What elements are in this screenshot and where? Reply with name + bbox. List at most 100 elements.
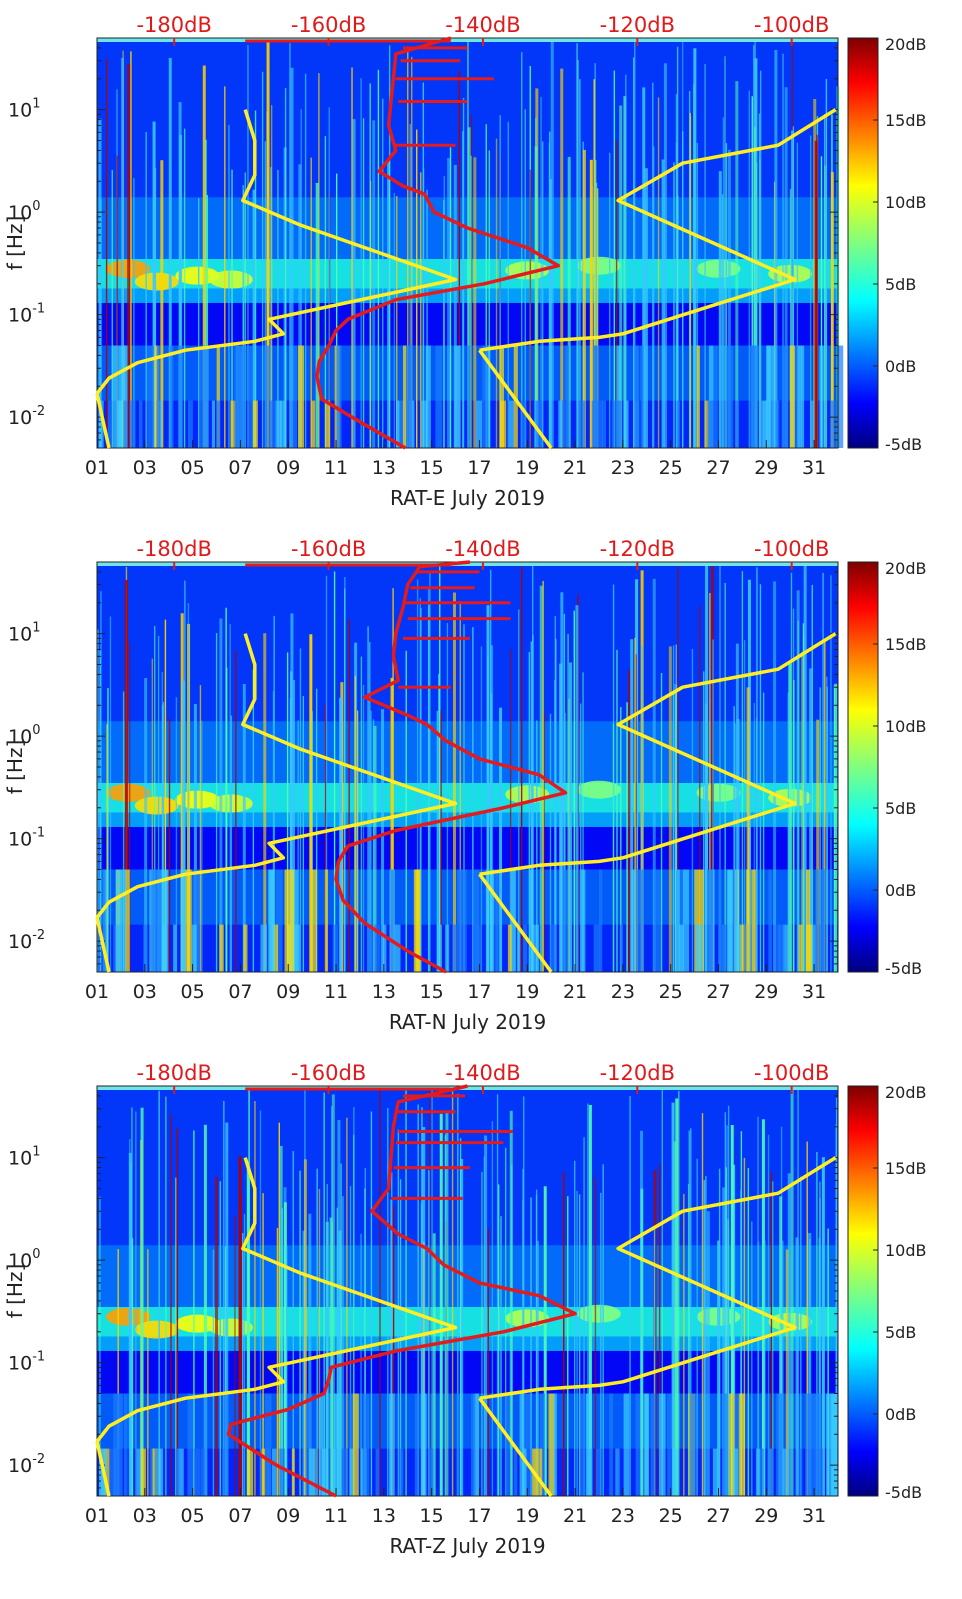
- spectrogram-streak: [816, 1151, 818, 1496]
- spectrogram-streak: [235, 650, 237, 972]
- spectrogram-block: [805, 1393, 810, 1496]
- spectrogram-block: [349, 1448, 354, 1496]
- spectrogram-streak: [462, 97, 465, 448]
- spectrogram-block: [789, 345, 795, 448]
- spectrogram-streak: [672, 645, 675, 972]
- spectrogram-hotspot: [208, 270, 253, 289]
- spectrogram-block: [390, 869, 394, 972]
- spectrogram-streak: [417, 1104, 419, 1496]
- spectrogram-streak: [725, 1167, 727, 1496]
- spectrogram-block: [522, 924, 528, 972]
- spectrogram-streak: [491, 1121, 494, 1496]
- spectrogram-streak: [443, 200, 445, 448]
- spectrogram-streak: [452, 592, 456, 972]
- spectrogram-streak: [431, 1086, 433, 1496]
- spectrogram-block: [672, 1448, 678, 1496]
- spectrogram-streak: [833, 685, 836, 972]
- spectrogram-block: [611, 400, 616, 448]
- spectrogram-streak: [362, 684, 365, 972]
- series-red-noise: [245, 36, 561, 450]
- spectrogram-streak: [790, 1086, 794, 1496]
- spectrogram-block: [616, 345, 621, 448]
- panel-1: 10-2 10-1 100 101 f [Hz] 01 03 05 07 09 11 13 15 17 19…: [3, 13, 927, 510]
- x-tick-label: 25: [659, 1505, 683, 1527]
- spectrogram-streak: [536, 720, 538, 972]
- spectrogram-block: [713, 345, 718, 448]
- spectrogram-streak: [379, 1086, 381, 1496]
- spectrogram-block: [767, 1448, 774, 1496]
- spectrogram-block: [136, 1448, 142, 1496]
- spectrogram-block: [311, 400, 316, 448]
- spectrogram-streak: [117, 1249, 119, 1496]
- spectrogram-streak: [701, 1113, 704, 1496]
- spectrogram-streak: [364, 1188, 366, 1496]
- spectrogram-block: [470, 1393, 476, 1496]
- spectrogram-streak: [693, 48, 697, 448]
- spectrogram-streak: [724, 582, 726, 972]
- spectrogram-hotspot: [175, 790, 220, 809]
- spectrogram-block: [243, 924, 248, 972]
- spectrogram-block: [123, 345, 128, 448]
- x-tick-label: 19: [515, 457, 539, 479]
- spectrogram-block: [261, 1448, 266, 1496]
- top-axis-tick-label: -180dB: [136, 537, 211, 561]
- x-tick-label: 31: [802, 1505, 826, 1527]
- spectrogram-streak: [500, 1216, 502, 1496]
- spectrogram-block: [266, 1448, 270, 1496]
- spectrogram-streak: [588, 1104, 592, 1496]
- spectrogram-block: [768, 869, 773, 972]
- spectrogram-streak: [423, 1242, 425, 1496]
- spectrogram-streak: [524, 109, 526, 449]
- spectrogram-block: [732, 1393, 739, 1496]
- spectrogram-streak: [439, 564, 441, 972]
- x-tick-label: 05: [181, 457, 205, 479]
- spectrogram-block: [558, 400, 563, 448]
- spectrogram-streak: [205, 139, 207, 448]
- spectrogram-streak: [579, 79, 581, 448]
- spectrogram-streak: [264, 141, 266, 448]
- spectrogram-streak: [627, 670, 631, 972]
- spectrogram-block: [609, 1393, 614, 1496]
- spectrogram-streak: [244, 172, 246, 448]
- spectrogram-streak: [587, 1103, 589, 1496]
- spectrogram-streak: [124, 579, 128, 972]
- spectrogram-block: [619, 924, 624, 972]
- spectrogram-block: [560, 400, 565, 448]
- spectrogram-block: [631, 869, 637, 972]
- spectrogram-streak: [428, 1086, 431, 1496]
- spectrogram-streak: [460, 1159, 464, 1496]
- top-axis-tick-label: -180dB: [136, 1061, 211, 1085]
- spectrogram-streak: [382, 98, 384, 449]
- spectrogram-streak: [396, 195, 398, 448]
- spectrogram-streak: [734, 723, 736, 972]
- spectrogram-streak: [675, 1098, 679, 1496]
- spectrogram-block: [293, 345, 298, 448]
- spectrogram-streak: [615, 140, 618, 448]
- spectrogram-streak: [152, 121, 156, 448]
- spectrogram-streak: [284, 88, 287, 449]
- spectrogram-block: [718, 869, 722, 972]
- y-tick-label: 10-2: [8, 404, 45, 429]
- spectrogram-streak: [373, 725, 377, 972]
- colorbar-tick-label: 10dB: [885, 717, 927, 736]
- spectrogram-block: [260, 924, 268, 972]
- top-axis-tick-label: -140dB: [445, 1061, 520, 1085]
- spectrogram-block: [121, 869, 127, 972]
- spectrogram-streak: [230, 715, 232, 972]
- x-tick-label: 01: [85, 1505, 109, 1527]
- spectrogram-streak: [504, 1147, 507, 1496]
- spectrogram-streak: [283, 1202, 287, 1496]
- spectrogram-streak: [451, 1091, 454, 1496]
- series-line: [479, 1156, 837, 1400]
- spectrogram-block: [682, 869, 690, 972]
- spectrogram-streak: [473, 157, 477, 449]
- spectrogram-block: [538, 1448, 543, 1496]
- spectrogram-block: [473, 1393, 479, 1496]
- spectrogram-block: [414, 1393, 419, 1496]
- spectrogram-block: [539, 1393, 545, 1496]
- x-tick-label: 13: [372, 1505, 396, 1527]
- spectrogram-streak: [100, 591, 102, 972]
- spectrogram-streak: [299, 1170, 301, 1496]
- spectrogram-streak: [352, 1134, 355, 1496]
- spectrogram-streak: [318, 1188, 321, 1496]
